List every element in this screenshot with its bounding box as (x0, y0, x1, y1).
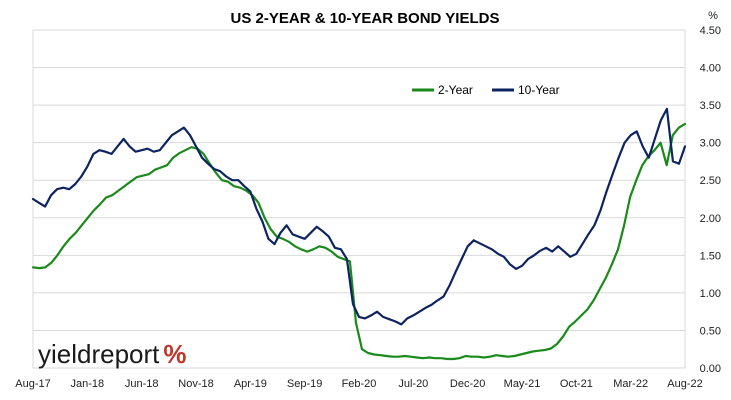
yieldreport-logo: yieldreport% (38, 339, 187, 369)
x-tick-label: Mar-22 (613, 378, 648, 390)
y-tick-label: 3.50 (700, 100, 721, 112)
x-tick-label: May-21 (504, 378, 541, 390)
y-tick-label: 2.50 (700, 175, 721, 187)
y-tick-label: 1.00 (700, 288, 721, 300)
x-tick-label: Oct-21 (560, 378, 593, 390)
x-tick-label: Aug-17 (15, 378, 50, 390)
chart-title: US 2-YEAR & 10-YEAR BOND YIELDS (231, 10, 500, 27)
grid-lines (33, 67, 685, 331)
y-tick-label: 4.50 (700, 25, 721, 37)
x-tick-label: Jun-18 (125, 378, 159, 390)
axes: 0.00 0.50 1.00 1.50 2.00 2.50 3.00 3.50 4.00 4.50… (15, 25, 721, 390)
x-tick-label: Dec-20 (450, 378, 485, 390)
y-tick-label: 0.50 (700, 325, 721, 337)
y-axis-unit: % (708, 10, 718, 22)
x-tick-label: Feb-20 (342, 378, 377, 390)
series-line-2-year (31, 122, 687, 361)
series-layer (31, 107, 687, 361)
y-tick-label: 2.00 (700, 213, 721, 225)
x-tick-label: Aug-22 (667, 378, 702, 390)
x-tick-label: Jan-18 (71, 378, 105, 390)
x-tick-label: Nov-18 (178, 378, 213, 390)
legend: 2-Year 10-Year (412, 83, 560, 97)
logo-wordmark: yieldreport% (38, 339, 187, 369)
x-tick-label: Sep-19 (287, 378, 322, 390)
legend-label: 2-Year (438, 83, 473, 97)
series-line-10-year (31, 107, 687, 326)
y-tick-label: 1.50 (700, 250, 721, 262)
y-tick-label: 4.00 (700, 63, 721, 75)
logo-wordmark-text: yieldreport (38, 339, 160, 369)
legend-label: 10-Year (518, 83, 560, 97)
x-tick-label: Jul-20 (398, 378, 428, 390)
y-tick-label: 0.00 (700, 363, 721, 375)
x-tick-label: Apr-19 (234, 378, 267, 390)
y-tick-label: 3.00 (700, 138, 721, 150)
logo-percent-mark: % (163, 339, 186, 369)
